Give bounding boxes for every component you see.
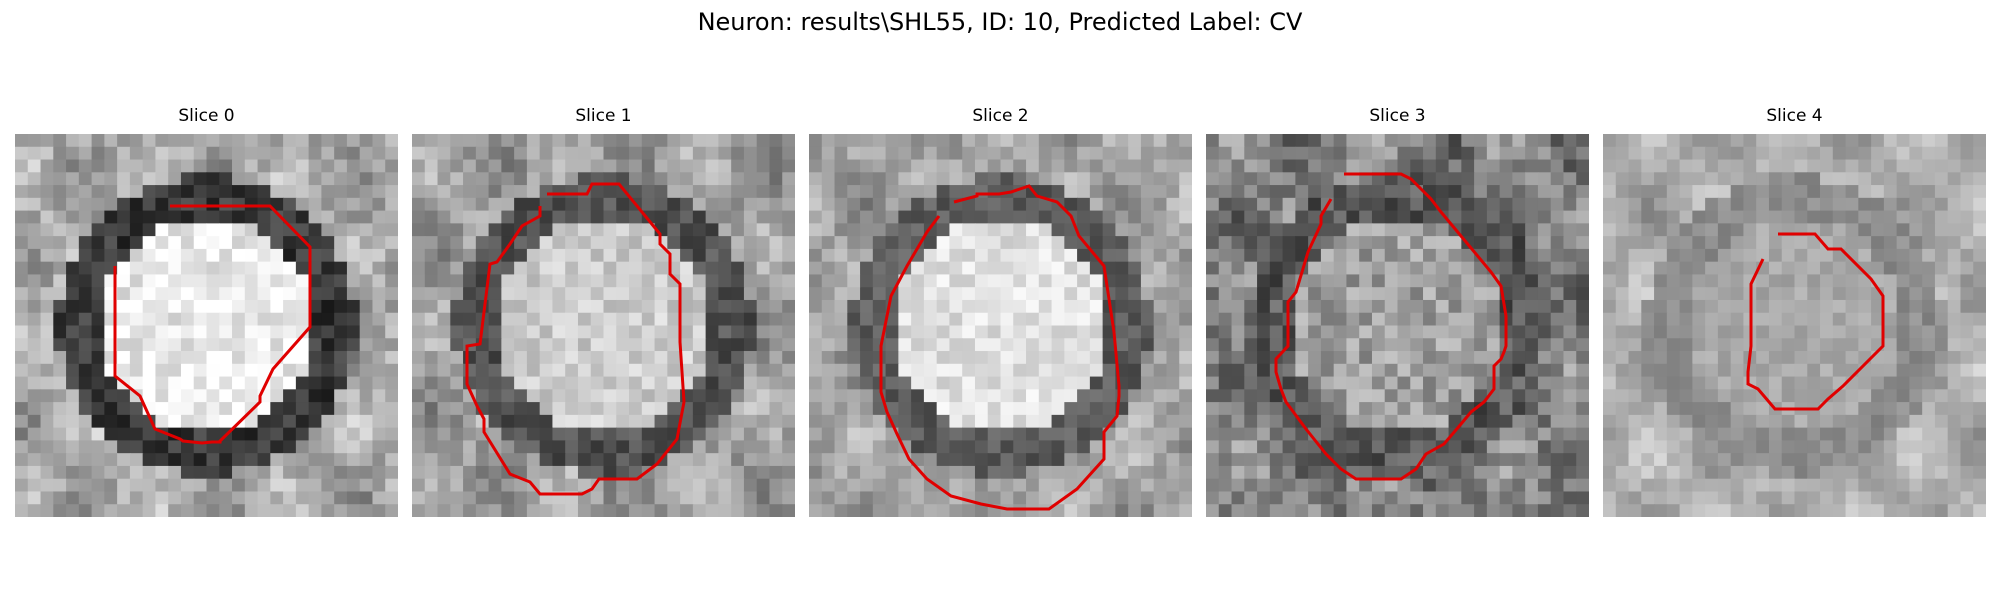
slice-image (412, 134, 795, 517)
slice-image (1206, 134, 1589, 517)
slice-image (15, 134, 398, 517)
cell-outline (1746, 232, 1885, 411)
microscopy-pixels (809, 134, 1192, 517)
slice-image (809, 134, 1192, 517)
microscopy-pixels (1206, 134, 1589, 517)
cell-outline (113, 204, 312, 445)
slice-title: Slice 3 (1369, 106, 1426, 126)
microscopy-pixels (15, 134, 398, 517)
slice-image (1603, 134, 1986, 517)
cell-outline (465, 182, 686, 496)
microscopy-pixels (1603, 134, 1986, 517)
slice-title: Slice 0 (178, 106, 235, 126)
cell-outline (1274, 172, 1508, 481)
microscopy-pixels (412, 134, 795, 517)
slice-title: Slice 1 (575, 106, 632, 126)
slice-title: Slice 4 (1766, 106, 1823, 126)
slice-title: Slice 2 (972, 106, 1029, 126)
figure-title: Neuron: results\SHL55, ID: 10, Predicted… (697, 8, 1303, 36)
cell-outline (879, 184, 1121, 511)
